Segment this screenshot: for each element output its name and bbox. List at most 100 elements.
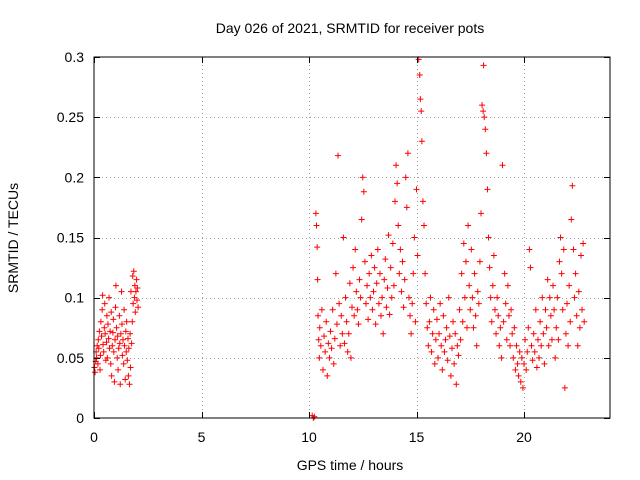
data-point — [550, 282, 557, 289]
data-point — [437, 300, 444, 307]
data-point — [356, 276, 363, 283]
data-point — [515, 372, 522, 379]
data-point — [424, 324, 431, 331]
data-point — [381, 276, 388, 283]
data-point — [318, 306, 325, 313]
data-point — [553, 324, 560, 331]
data-point — [95, 345, 102, 352]
data-point — [134, 297, 140, 304]
data-point — [568, 216, 575, 223]
data-point — [519, 384, 526, 391]
data-point — [426, 318, 433, 325]
data-point — [364, 282, 371, 289]
data-point — [581, 318, 588, 325]
data-point — [441, 348, 448, 355]
data-point — [493, 330, 500, 337]
data-points — [91, 56, 588, 421]
data-point — [97, 318, 104, 325]
data-point — [428, 348, 435, 355]
data-point — [97, 366, 104, 373]
data-point — [127, 330, 134, 337]
data-point — [569, 182, 576, 189]
data-point — [529, 357, 536, 364]
data-point — [395, 222, 402, 229]
data-point — [393, 162, 400, 169]
data-point — [562, 330, 569, 337]
data-point — [478, 210, 484, 217]
data-point — [498, 354, 505, 361]
data-point — [525, 324, 532, 331]
data-point — [385, 232, 392, 239]
data-point — [464, 324, 471, 331]
data-point — [128, 340, 135, 347]
data-point — [472, 312, 479, 319]
data-point — [412, 318, 419, 325]
data-point — [116, 340, 123, 347]
data-point — [110, 348, 117, 355]
x-tick-label: 10 — [301, 429, 317, 445]
data-point — [376, 270, 383, 277]
data-point — [444, 357, 451, 364]
data-point — [454, 342, 461, 349]
data-point — [107, 360, 114, 367]
data-point — [482, 126, 489, 133]
data-point — [387, 264, 394, 271]
data-point — [129, 273, 136, 280]
data-point — [403, 204, 410, 211]
data-point — [558, 270, 565, 277]
data-point — [467, 306, 474, 313]
data-point — [335, 152, 342, 159]
data-point — [505, 312, 512, 319]
data-point — [321, 333, 328, 340]
data-point — [508, 306, 515, 313]
data-point — [461, 294, 468, 301]
data-point — [336, 300, 343, 307]
data-point — [496, 342, 503, 349]
y-tick-labels: 0 0.05 0.1 0.15 0.2 0.25 0.3 — [57, 49, 84, 426]
y-tick-label: 0.25 — [57, 109, 84, 125]
data-point — [326, 354, 333, 361]
data-point — [329, 306, 336, 313]
data-point — [327, 328, 334, 335]
data-point — [404, 150, 411, 157]
data-point — [507, 342, 514, 349]
data-point — [100, 348, 107, 355]
y-tick-label: 0.1 — [65, 290, 85, 306]
data-point — [476, 258, 483, 265]
data-point — [460, 240, 467, 247]
data-point — [314, 276, 321, 283]
data-point — [330, 360, 337, 367]
data-point — [566, 282, 573, 289]
data-point — [99, 292, 106, 299]
data-point — [125, 345, 132, 352]
data-point — [456, 306, 463, 313]
data-point — [445, 294, 452, 301]
data-point — [425, 342, 432, 349]
data-point — [129, 318, 136, 325]
data-point — [314, 244, 321, 251]
data-point — [134, 285, 141, 292]
data-point — [485, 234, 492, 241]
data-point — [118, 288, 125, 295]
data-point — [510, 354, 517, 361]
data-point — [457, 336, 464, 343]
data-point — [94, 360, 101, 367]
data-point — [400, 304, 407, 311]
data-point — [533, 364, 540, 371]
data-point — [103, 312, 110, 319]
data-point — [543, 324, 550, 331]
data-point — [325, 340, 332, 347]
data-point — [419, 198, 426, 205]
data-point — [130, 268, 137, 275]
data-point — [561, 384, 568, 391]
data-point — [340, 234, 347, 241]
data-point — [110, 316, 117, 323]
data-point — [390, 282, 397, 289]
data-point — [548, 336, 555, 343]
data-point — [332, 270, 339, 277]
data-point — [384, 285, 391, 292]
data-point — [105, 335, 112, 342]
data-point — [433, 316, 440, 323]
data-point — [322, 348, 329, 355]
data-point — [552, 354, 559, 361]
